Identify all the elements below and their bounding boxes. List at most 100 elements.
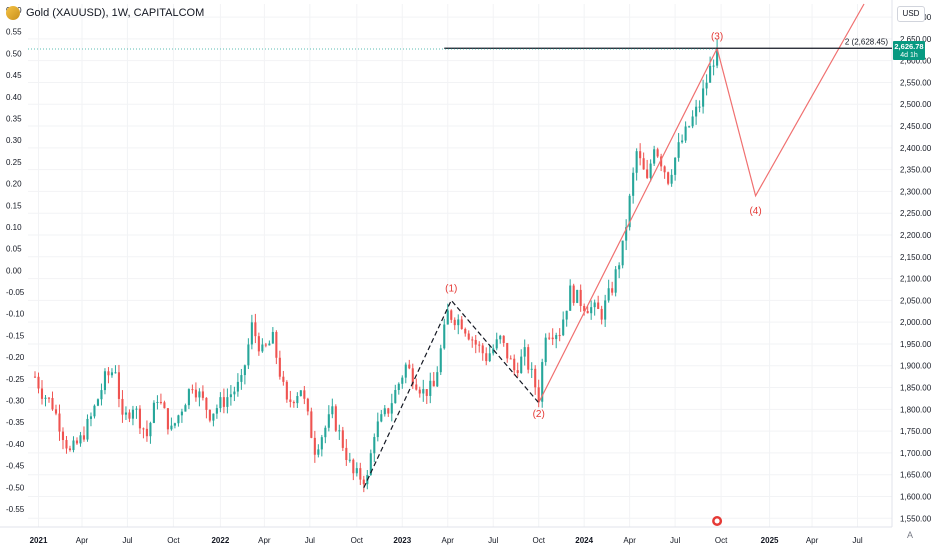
candle-body bbox=[61, 431, 65, 441]
candle-body bbox=[233, 391, 236, 395]
left-tick-label: -0.40 bbox=[6, 440, 25, 449]
candle-body bbox=[502, 335, 505, 343]
candle-body bbox=[439, 348, 442, 373]
candle-body bbox=[471, 339, 474, 341]
candle-body bbox=[443, 324, 446, 349]
candle-body bbox=[411, 368, 414, 385]
candle-body bbox=[156, 401, 159, 403]
price-tick-label: 1,750.00 bbox=[900, 427, 932, 436]
wave-projection-line bbox=[538, 3, 865, 404]
candle-body bbox=[663, 166, 666, 173]
candle-body bbox=[261, 344, 264, 352]
candle-body bbox=[534, 368, 537, 388]
candle-body bbox=[163, 402, 166, 409]
price-tick-label: 2,350.00 bbox=[900, 166, 932, 175]
candle-body bbox=[607, 288, 610, 301]
time-tick-label: 2024 bbox=[575, 536, 593, 545]
candle-body bbox=[618, 265, 621, 270]
candle-body bbox=[551, 337, 554, 340]
candle-body bbox=[285, 381, 288, 400]
candle-body bbox=[170, 425, 173, 430]
wave-label: (4) bbox=[749, 206, 761, 217]
candle-body bbox=[152, 402, 155, 423]
candle-body bbox=[653, 149, 656, 164]
candle-body bbox=[404, 364, 407, 378]
candle-body bbox=[58, 413, 61, 432]
candle-body bbox=[219, 397, 222, 409]
candle-body bbox=[89, 416, 93, 419]
candle-body bbox=[93, 405, 96, 417]
candle-body bbox=[317, 449, 320, 455]
candle-body bbox=[562, 319, 565, 336]
candle-body bbox=[313, 437, 316, 455]
candle-body bbox=[565, 310, 568, 320]
candle-body bbox=[520, 356, 523, 374]
candle-body bbox=[684, 126, 687, 141]
left-tick-label: 0.55 bbox=[6, 28, 22, 37]
candle-body bbox=[110, 372, 114, 376]
candle-body bbox=[348, 459, 351, 461]
candle-body bbox=[709, 65, 712, 83]
chart-gridlines bbox=[28, 4, 892, 527]
candle-body bbox=[369, 453, 372, 476]
level-label: 2 (2,628.45) bbox=[845, 37, 888, 46]
candle-body bbox=[54, 409, 58, 414]
price-tick-label: 2,050.00 bbox=[900, 296, 932, 305]
time-tick-label: Apr bbox=[806, 536, 819, 545]
candle-body bbox=[215, 408, 218, 414]
price-tick-label: 2,600.00 bbox=[900, 57, 932, 66]
candle-body bbox=[558, 335, 561, 337]
wave-annotations: 2 (2,628.45) (1) (2) (3) (4) bbox=[28, 3, 892, 489]
symbol-title: Gold (XAUUSD), 1W, CAPITALCOM bbox=[26, 7, 205, 19]
time-tick-label: Jul bbox=[670, 536, 680, 545]
candle-body bbox=[583, 305, 586, 312]
candle-body bbox=[604, 300, 607, 320]
candle-body bbox=[401, 377, 404, 384]
candle-body bbox=[229, 394, 232, 398]
candle-body bbox=[177, 415, 180, 424]
candle-body bbox=[464, 328, 467, 334]
candle-body bbox=[320, 437, 323, 450]
candle-body bbox=[614, 269, 617, 293]
candle-body bbox=[40, 388, 44, 399]
left-tick-label: -0.20 bbox=[6, 353, 25, 362]
candle-body bbox=[667, 172, 670, 184]
candle-body bbox=[166, 408, 169, 430]
candle-body bbox=[495, 339, 498, 349]
candle-body bbox=[201, 391, 204, 398]
candle-body bbox=[331, 406, 334, 415]
left-tick-label: 0.35 bbox=[6, 114, 22, 123]
candle-body bbox=[681, 140, 684, 143]
symbol-header[interactable]: Gold (XAUUSD), 1W, CAPITALCOM bbox=[6, 6, 204, 20]
candle-body bbox=[387, 408, 390, 414]
time-axis[interactable]: 2021 Apr Jul Oct 2022 Apr Jul Oct 2023 Apr Jul Oct 2… bbox=[0, 516, 892, 545]
candle-body bbox=[474, 339, 477, 345]
time-tick-label: Apr bbox=[442, 536, 455, 545]
candle-body bbox=[597, 302, 600, 309]
candle-body bbox=[159, 401, 162, 403]
candle-body bbox=[82, 435, 86, 440]
candle-body bbox=[124, 412, 127, 415]
candle-body bbox=[460, 319, 463, 329]
candle-body bbox=[569, 285, 572, 311]
candle-body bbox=[86, 418, 89, 440]
auto-scale-button[interactable]: A bbox=[907, 530, 914, 540]
price-tick-label: 2,550.00 bbox=[900, 78, 932, 87]
left-tick-label: -0.30 bbox=[6, 397, 25, 406]
candle-body bbox=[243, 365, 246, 376]
time-tick-label: Oct bbox=[715, 536, 728, 545]
candle-body bbox=[212, 413, 215, 421]
price-axis[interactable]: 1,550.00 1,600.00 1,650.00 1,700.00 1,750.00… bbox=[891, 0, 932, 527]
candle-body bbox=[457, 319, 460, 326]
currency-unit-button[interactable]: USD bbox=[897, 6, 925, 22]
time-tick-label: 2021 bbox=[30, 536, 48, 545]
candle-body bbox=[121, 398, 124, 415]
price-tick-label: 2,500.00 bbox=[900, 100, 932, 109]
candle-body bbox=[355, 468, 358, 474]
candle-body bbox=[509, 358, 512, 360]
candle-body bbox=[600, 308, 603, 320]
candles bbox=[33, 39, 719, 493]
candle-body bbox=[450, 310, 453, 320]
left-tick-label: -0.55 bbox=[6, 505, 25, 514]
